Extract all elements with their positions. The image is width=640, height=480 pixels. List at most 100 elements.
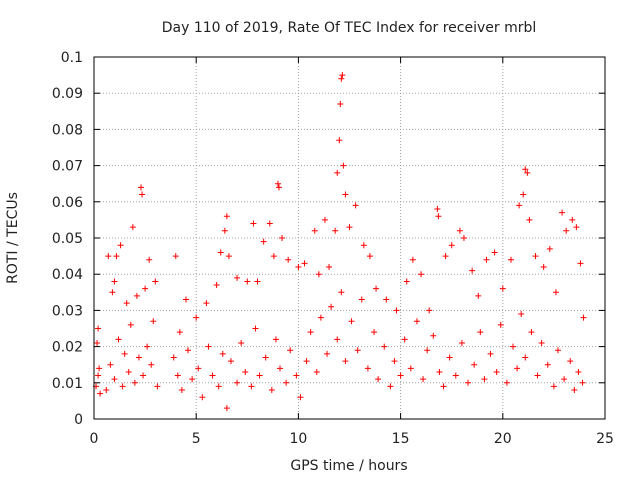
data-point [339, 72, 346, 79]
data-point [448, 242, 455, 249]
data-point [491, 249, 498, 256]
data-point [97, 390, 104, 397]
data-point [458, 339, 465, 346]
y-axis-ticks: 0 0.01 0.02 0.03 0.04 0.05 0.06 0.07 0.08 0.09 0.1 [52, 50, 605, 428]
data-point [499, 285, 506, 292]
data-point [150, 318, 157, 325]
data-point [275, 184, 282, 191]
grid-lines [94, 57, 605, 419]
data-point [538, 339, 545, 346]
data-point [111, 278, 118, 285]
data-point [307, 329, 314, 336]
data-point [401, 336, 408, 343]
data-point [354, 347, 361, 354]
data-point [111, 376, 118, 383]
x-axis-label: GPS time / hours [290, 458, 407, 474]
data-point [121, 350, 128, 357]
x-tick-label: 0 [90, 431, 99, 447]
data-point [387, 383, 394, 390]
data-point [522, 166, 529, 173]
data-point [364, 365, 371, 372]
data-point [248, 383, 255, 390]
data-point [452, 372, 459, 379]
data-point [96, 365, 103, 372]
data-point [277, 365, 284, 372]
data-point [326, 263, 333, 270]
data-point [315, 271, 322, 278]
data-point [209, 372, 216, 379]
data-point [189, 376, 196, 383]
data-point [524, 169, 531, 176]
data-point [182, 296, 189, 303]
data-point [393, 307, 400, 314]
data-point [507, 256, 514, 263]
x-tick-label: 15 [392, 431, 410, 447]
data-point [135, 354, 142, 361]
data-point [127, 321, 134, 328]
data-point [493, 368, 500, 375]
data-point [514, 365, 521, 372]
data-point [469, 267, 476, 274]
data-point [516, 202, 523, 209]
data-point [328, 303, 335, 310]
data-point [540, 263, 547, 270]
data-point [579, 379, 586, 386]
data-point [418, 271, 425, 278]
data-point [287, 347, 294, 354]
data-point [477, 329, 484, 336]
data-point [563, 227, 570, 234]
y-tick-label: 0.04 [52, 267, 83, 283]
data-point [215, 383, 222, 390]
data-point [346, 224, 353, 231]
data-point [360, 242, 367, 249]
data-point [174, 372, 181, 379]
x-tick-label: 25 [596, 431, 614, 447]
data-point [303, 358, 310, 365]
y-tick-label: 0.03 [52, 303, 83, 319]
data-point [242, 368, 249, 375]
data-point [125, 368, 132, 375]
data-point [219, 350, 226, 357]
data-point [575, 368, 582, 375]
data-point [199, 394, 206, 401]
data-point [573, 224, 580, 231]
data-point [129, 224, 136, 231]
data-point [580, 314, 587, 321]
data-point [256, 372, 263, 379]
data-point [301, 260, 308, 267]
data-point [337, 101, 344, 108]
data-point [522, 354, 529, 361]
data-point [475, 292, 482, 299]
data-point [321, 216, 328, 223]
data-point [238, 339, 245, 346]
data-point [503, 379, 510, 386]
data-point [532, 253, 539, 260]
data-point [332, 227, 339, 234]
data-point [397, 372, 404, 379]
data-point [139, 191, 146, 198]
data-point [435, 213, 442, 220]
data-point [383, 296, 390, 303]
data-point [295, 263, 302, 270]
y-tick-label: 0.07 [52, 159, 83, 175]
data-point [140, 372, 147, 379]
data-point [103, 387, 110, 394]
data-point [460, 235, 467, 241]
data-point [225, 253, 232, 260]
data-point [526, 216, 533, 223]
data-point [366, 253, 373, 260]
data-point [544, 361, 551, 368]
data-point [358, 296, 365, 303]
data-point [483, 256, 490, 263]
data-point [285, 256, 292, 263]
data-point [221, 227, 228, 234]
data-point [510, 343, 517, 350]
data-point [262, 354, 269, 361]
data-point [234, 274, 241, 281]
data-point [434, 206, 441, 213]
data-point [340, 162, 347, 169]
data-point [324, 350, 331, 357]
data-point [95, 325, 102, 332]
data-point [550, 383, 557, 390]
